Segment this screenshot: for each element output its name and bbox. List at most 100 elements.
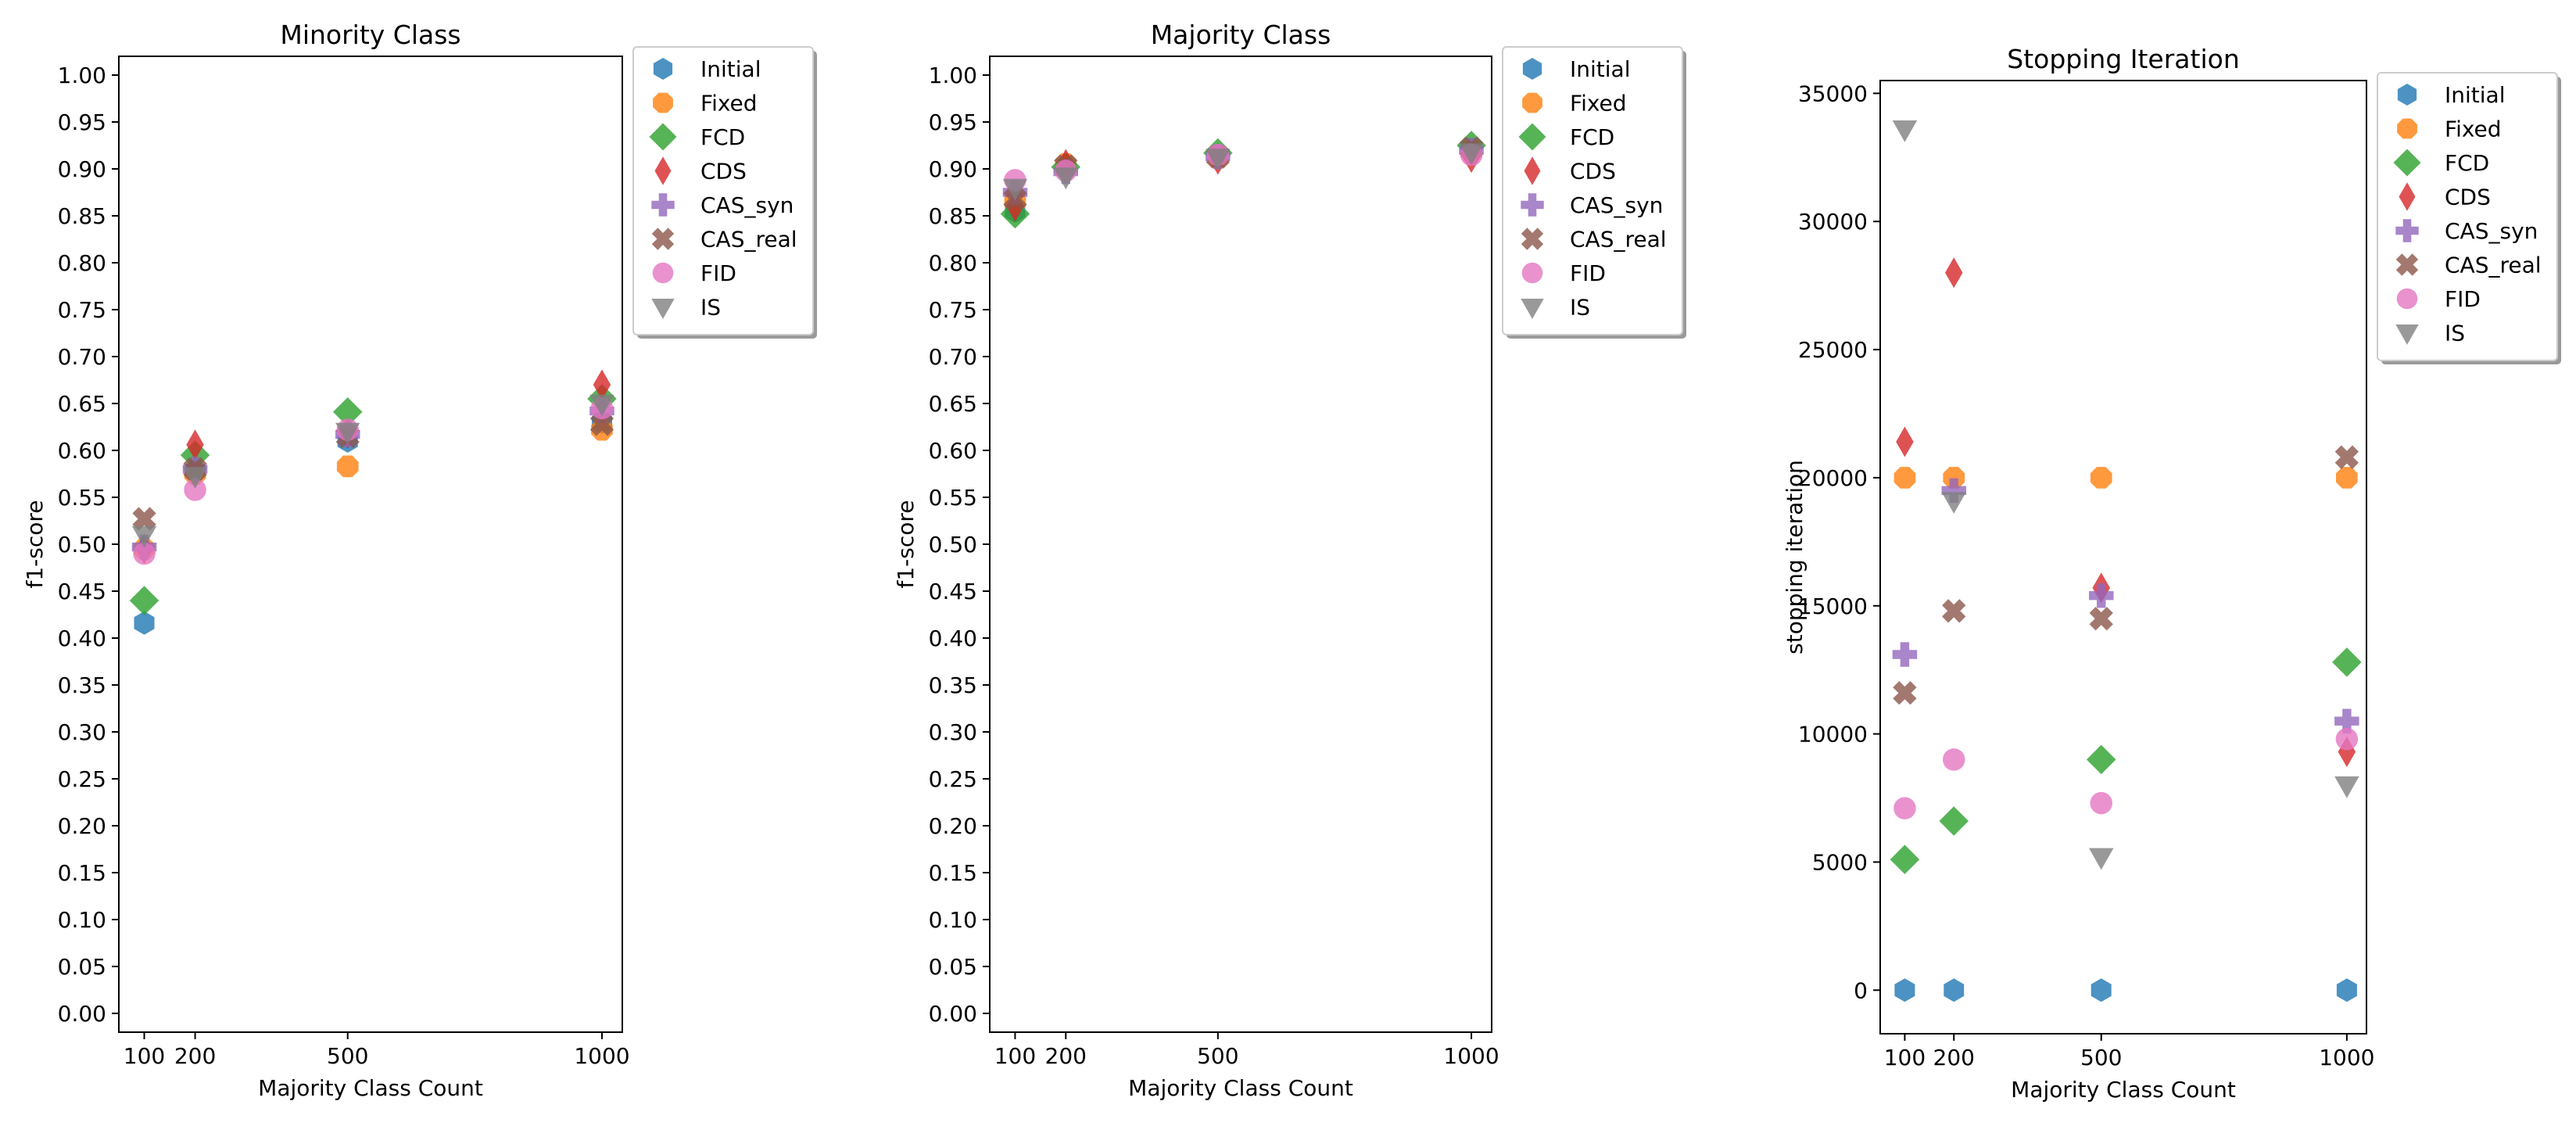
legend-label: Initial	[2445, 82, 2505, 108]
legend-box	[632, 46, 814, 335]
legend-marker-cas-real	[1521, 228, 1544, 250]
y-axis-label: stopping iteration	[1782, 460, 1807, 654]
data-point-cas-syn	[1892, 642, 1918, 667]
legend-marker-cds	[654, 156, 672, 185]
legend-label: IS	[2445, 321, 2465, 346]
y-axis-label: f1-score	[22, 500, 48, 588]
x-tick-label: 200	[1045, 1043, 1087, 1069]
legend-marker-cas-syn	[651, 193, 675, 217]
legend-marker-fcd	[2393, 149, 2421, 177]
data-point-fid	[184, 479, 206, 501]
data-point-fid	[2090, 791, 2112, 815]
data-point-initial	[134, 611, 155, 635]
x-tick-label: 500	[1197, 1043, 1238, 1069]
y-tick-label: 0.65	[58, 391, 106, 417]
data-point-is	[1459, 143, 1484, 165]
x-axis-label: Majority Class Count	[258, 1075, 483, 1101]
legend-label: Fixed	[1570, 91, 1627, 117]
data-point-fid	[2335, 727, 2359, 751]
y-tick-label: 0.40	[929, 626, 977, 651]
legend-marker-fixed	[2397, 118, 2417, 139]
y-tick-label: 0.80	[58, 250, 106, 276]
y-tick-label: 0.70	[929, 344, 977, 370]
data-point-fcd	[129, 586, 159, 615]
data-point-cas-real	[1942, 599, 1966, 623]
chart-panel-stopping-iteration: Stopping Iteration 0 5000 10000 15000 20000 25…	[1782, 44, 2561, 1103]
legend-label: CDS	[700, 159, 747, 185]
series-cds	[1006, 142, 1481, 222]
data-point-fixed	[336, 455, 359, 478]
legend-marker-fid	[1521, 262, 1543, 284]
x-axis-label: Majority Class Count	[2011, 1077, 2236, 1103]
data-point-cas-syn	[2334, 708, 2359, 733]
data-point-fixed	[1893, 467, 1916, 489]
legend-marker-cds	[2399, 182, 2416, 211]
legend-marker-cas-syn	[1521, 193, 1544, 217]
y-tick-label: 5000	[1812, 849, 1868, 875]
legend-marker-fcd	[649, 123, 677, 151]
y-tick-label: 0.30	[929, 719, 977, 745]
y-tick-label: 0.95	[929, 109, 977, 135]
x-tick-label: 500	[327, 1043, 368, 1069]
y-tick-label: 0.20	[929, 813, 977, 839]
y-tick-label: 0.55	[929, 485, 977, 511]
legend-marker-fixed	[653, 92, 673, 113]
data-point-is	[131, 525, 157, 548]
data-point-fixed	[2336, 467, 2358, 489]
legend-marker-fixed	[1522, 92, 1542, 113]
series-fcd	[1890, 647, 2362, 874]
data-point-is	[1941, 492, 1966, 514]
legend: Initial Fixed FCD CDS CAS_syn CAS_real FID IS	[2377, 72, 2561, 364]
series-fid	[133, 396, 614, 565]
y-tick-label: 20000	[1798, 465, 1868, 491]
y-tick-label: 0.90	[58, 156, 106, 182]
data-point-cas-real	[1893, 681, 1917, 705]
data-point-is	[2334, 776, 2359, 798]
data-point-cds	[1896, 426, 1914, 457]
legend-marker-initial	[1522, 58, 1542, 80]
y-tick-label: 0.85	[929, 203, 977, 229]
legend-label: CAS_syn	[1570, 192, 1663, 218]
x-tick-label: 100	[1884, 1045, 1926, 1070]
data-point-is	[1892, 120, 1918, 142]
data-point-fid	[1893, 797, 1916, 819]
y-tick-label: 0.95	[58, 109, 106, 135]
data-point-is	[1002, 178, 1028, 201]
legend-label: Fixed	[2445, 117, 2502, 142]
series-is	[1002, 143, 1484, 201]
series-fid	[1893, 727, 2359, 819]
data-point-fcd	[2332, 647, 2362, 677]
legend-label: IS	[700, 295, 721, 321]
x-tick-label: 100	[994, 1043, 1036, 1069]
legend-label: CAS_syn	[700, 192, 794, 218]
legend-label: CAS_real	[1570, 227, 1667, 253]
chart-title: Minority Class	[280, 20, 460, 50]
data-point-is	[1206, 149, 1231, 171]
legend-marker-cds	[1524, 156, 1541, 185]
axes-frame	[118, 56, 623, 1033]
y-tick-label: 0.35	[58, 672, 106, 698]
legend-marker-is	[1521, 299, 1544, 319]
series-cas-real	[1893, 445, 2359, 705]
series-fixed	[1893, 467, 2358, 489]
y-tick-label: 0.25	[929, 766, 977, 792]
x-tick-label: 1000	[574, 1043, 629, 1069]
y-tick-label: 0.30	[58, 719, 106, 745]
legend-label: IS	[1570, 295, 1590, 321]
y-tick-label: 0.05	[929, 954, 977, 980]
legend-marker-is	[651, 299, 675, 319]
series-initial	[1894, 978, 2357, 1002]
data-point-is	[589, 394, 614, 417]
x-tick-label: 100	[124, 1043, 165, 1069]
y-tick-label: 0.90	[929, 156, 977, 182]
y-tick-label: 0	[1854, 977, 1868, 1003]
legend-marker-fid	[2396, 288, 2418, 310]
series-cas-syn	[1892, 478, 2359, 733]
legend-label: CDS	[1570, 159, 1616, 185]
axes-frame	[989, 56, 1492, 1033]
y-tick-label: 0.00	[929, 1001, 977, 1027]
x-axis-label: Majority Class Count	[1128, 1075, 1353, 1101]
data-point-cas-real	[132, 507, 156, 531]
legend-box	[2377, 72, 2558, 361]
legend-marker-initial	[2397, 84, 2417, 106]
